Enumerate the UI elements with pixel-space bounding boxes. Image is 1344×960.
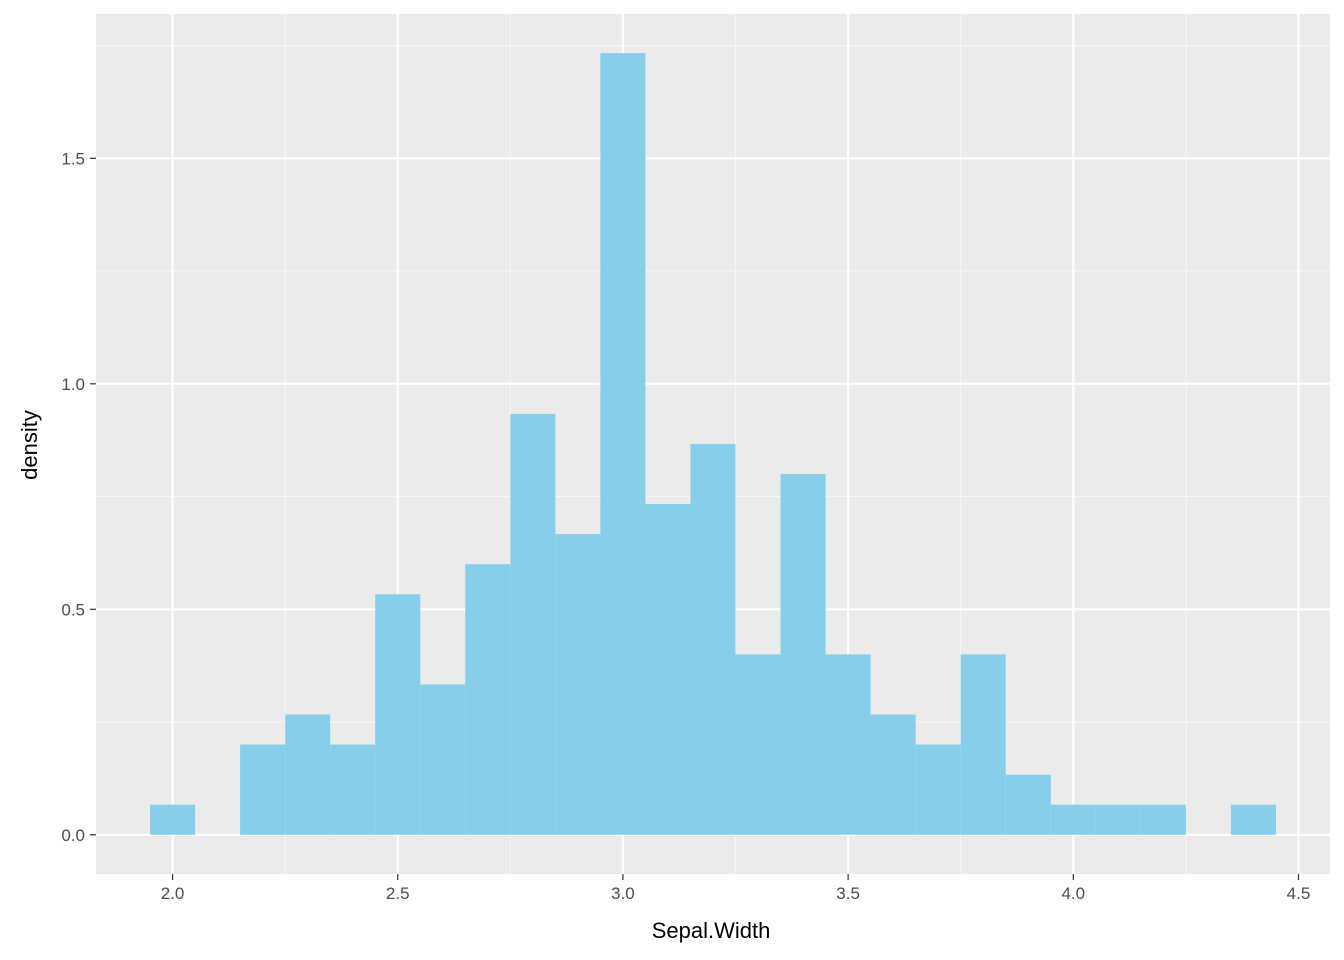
histogram-bar xyxy=(240,744,286,835)
y-axis: 0.0 0.5 1.0 1.5 xyxy=(61,149,96,845)
histogram-bar xyxy=(915,744,961,835)
x-tick-label: 4.5 xyxy=(1287,884,1311,903)
y-tick-label: 1.5 xyxy=(61,149,85,168)
histogram-bar xyxy=(645,504,691,835)
histogram-bar xyxy=(375,594,421,835)
histogram-bar xyxy=(1005,774,1051,835)
histogram-bar xyxy=(690,443,736,835)
histogram-bar xyxy=(870,714,916,835)
x-tick-label: 3.0 xyxy=(611,884,635,903)
histogram-bar xyxy=(600,53,646,835)
histogram-bar xyxy=(555,534,601,835)
histogram-bar xyxy=(1230,804,1276,835)
y-tick-label: 0.5 xyxy=(61,600,85,619)
x-axis-title: Sepal.Width xyxy=(652,918,771,943)
histogram-bar xyxy=(465,564,511,835)
histogram-bar xyxy=(420,684,466,835)
histogram-bar xyxy=(1095,804,1141,835)
histogram-bar xyxy=(960,654,1006,835)
histogram-bar xyxy=(150,804,196,835)
x-tick-label: 2.0 xyxy=(161,884,185,903)
x-tick-label: 4.0 xyxy=(1061,884,1085,903)
histogram-bars xyxy=(150,53,1276,835)
histogram-bar xyxy=(780,473,826,835)
histogram-bar xyxy=(285,714,331,835)
histogram-bar xyxy=(330,744,376,835)
y-tick-label: 1.0 xyxy=(61,375,85,394)
histogram-bar xyxy=(1050,804,1096,835)
y-tick-label: 0.0 xyxy=(61,826,85,845)
x-tick-label: 2.5 xyxy=(386,884,410,903)
histogram-bar xyxy=(825,654,871,835)
histogram-bar xyxy=(1140,804,1186,835)
y-axis-title: density xyxy=(17,410,42,480)
x-tick-label: 3.5 xyxy=(836,884,860,903)
histogram-bar xyxy=(735,654,781,835)
histogram-bar xyxy=(510,413,556,835)
x-axis: 2.0 2.5 3.0 3.5 4.0 4.5 xyxy=(161,874,1311,903)
